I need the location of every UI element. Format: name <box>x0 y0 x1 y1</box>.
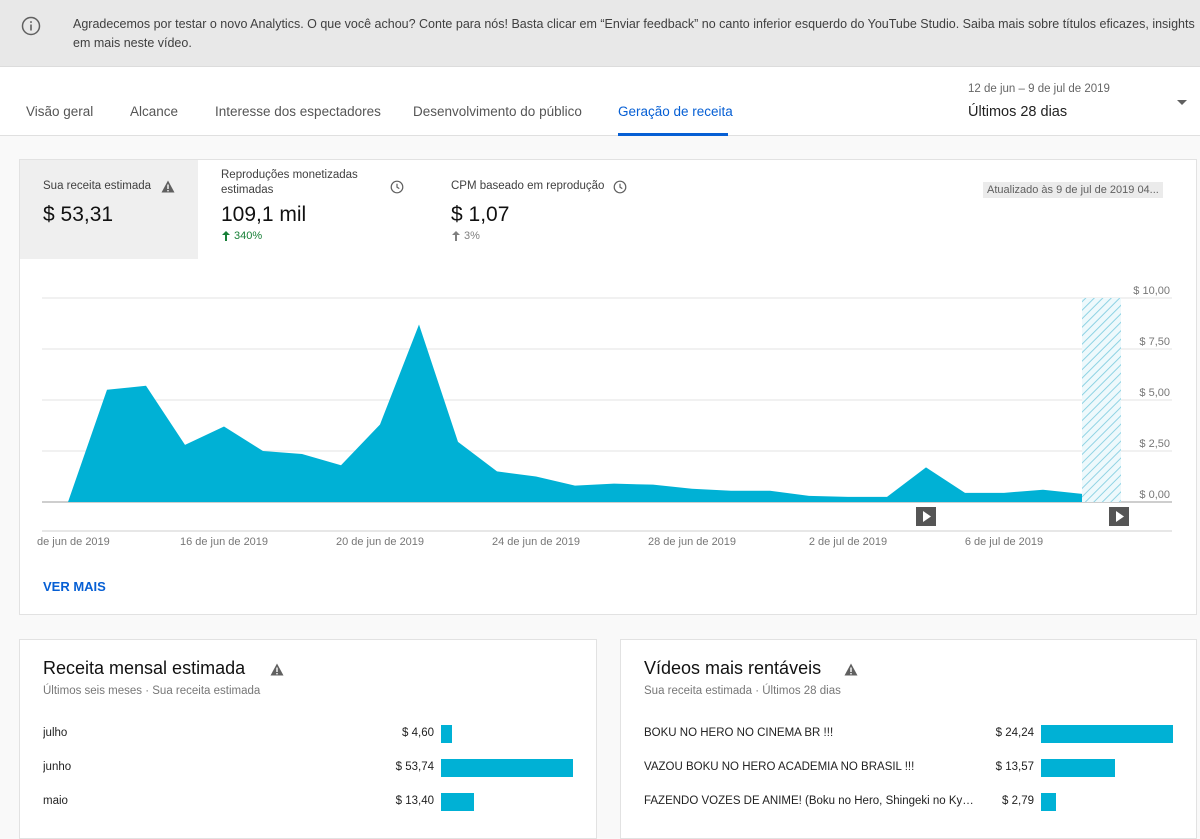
clock-icon <box>390 180 404 194</box>
metric-label: Sua receita estimada <box>43 180 152 192</box>
row-bar <box>441 725 453 743</box>
analytics-header: Visão geral Alcance Interesse dos espect… <box>0 67 1200 136</box>
monthly-revenue-card: Receita mensal estimada Últimos seis mes… <box>19 639 597 839</box>
row-value: $ 2,79 <box>1002 795 1034 807</box>
card-subtitle: Últimos seis meses · Sua receita estimad… <box>43 685 261 697</box>
metric-playback-cpm[interactable]: CPM baseado em reprodução $ 1,07 3% <box>428 160 678 259</box>
metric-delta: 340% <box>234 230 263 242</box>
tab-audience[interactable]: Desenvolvimento do público <box>413 104 582 119</box>
x-tick-label: 28 de jun de 2019 <box>648 536 736 548</box>
row-value: $ 24,24 <box>995 727 1034 739</box>
x-tick-label: de jun de 2019 <box>37 536 110 548</box>
tab-revenue[interactable]: Geração de receita <box>618 104 733 119</box>
info-icon <box>21 16 41 36</box>
top-videos-card: Vídeos mais rentáveis Sua receita estima… <box>620 639 1197 839</box>
row-label: julho <box>43 727 68 739</box>
row-label[interactable]: FAZENDO VOZES DE ANIME! (Boku no Hero, S… <box>644 795 979 807</box>
clock-icon <box>613 180 627 194</box>
metric-value: $ 53,31 <box>43 203 114 226</box>
row-value: $ 4,60 <box>402 727 434 739</box>
x-tick-label: 2 de jul de 2019 <box>809 536 887 548</box>
row-value: $ 53,74 <box>395 761 434 773</box>
revenue-overview-card: Sua receita estimada $ 53,31 Reproduções… <box>19 159 1197 615</box>
card-subtitle: Sua receita estimada · Últimos 28 dias <box>644 685 841 697</box>
tab-engagement[interactable]: Interesse dos espectadores <box>215 104 381 119</box>
metric-value: 109,1 mil <box>221 203 307 226</box>
x-tick-label: 6 de jul de 2019 <box>965 536 1043 548</box>
play-icon <box>1116 511 1124 522</box>
row-label[interactable]: VAZOU BOKU NO HERO ACADEMIA NO BRASIL !!… <box>644 761 915 773</box>
date-period: Últimos 28 dias <box>968 104 1068 120</box>
card-title: Vídeos mais rentáveis <box>644 658 822 678</box>
date-range: 12 de jun – 9 de jul de 2019 <box>968 83 1110 95</box>
tab-overview[interactable]: Visão geral <box>26 104 94 119</box>
warning-icon <box>844 663 858 676</box>
arrow-up-icon <box>452 231 460 241</box>
metric-estimated-revenue[interactable]: Sua receita estimada $ 53,31 <box>20 160 198 259</box>
active-tab-indicator <box>618 133 728 136</box>
row-bar <box>441 793 474 811</box>
revenue-area-chart: $ 10,00 $ 7,50 $ 5,00 $ 2,50 $ 0,00 de jun de… <box>37 285 1172 548</box>
y-tick-label: $ 0,00 <box>1139 489 1170 501</box>
banner-text: Agradecemos por testar o novo Analytics.… <box>73 17 1195 50</box>
row-value: $ 13,40 <box>395 795 434 807</box>
row-bar <box>441 759 573 777</box>
row-label: junho <box>43 761 72 773</box>
y-tick-label: $ 2,50 <box>1139 438 1170 450</box>
metric-value: $ 1,07 <box>451 203 510 226</box>
warning-icon <box>161 180 175 193</box>
updated-timestamp: Atualizado às 9 de jul de 2019 04... <box>983 182 1163 198</box>
row-value: $ 13,57 <box>995 761 1034 773</box>
y-tick-label: $ 5,00 <box>1139 387 1170 399</box>
x-tick-label: 20 de jun de 2019 <box>336 536 424 548</box>
metric-monetized-playbacks[interactable]: Reproduções monetizadas estimadas 109,1 … <box>198 160 428 259</box>
row-bar <box>1041 759 1115 777</box>
x-tick-label: 16 de jun de 2019 <box>180 536 268 548</box>
warning-icon <box>270 663 284 676</box>
row-bar <box>1041 793 1057 811</box>
tab-reach[interactable]: Alcance <box>130 104 179 119</box>
card-title: Receita mensal estimada <box>43 658 246 678</box>
partial-day-hatch <box>1082 298 1121 502</box>
row-bar <box>1041 725 1173 743</box>
see-more-link[interactable]: VER MAIS <box>43 579 106 594</box>
row-label[interactable]: BOKU NO HERO NO CINEMA BR !!! <box>644 727 834 739</box>
arrow-up-icon <box>222 231 230 241</box>
y-tick-label: $ 10,00 <box>1133 285 1170 297</box>
metric-label: CPM baseado em reprodução <box>451 180 605 192</box>
metric-label: Reproduções monetizadas estimadas <box>221 169 358 196</box>
caret-down-icon[interactable] <box>1176 99 1188 107</box>
metric-delta: 3% <box>464 230 480 242</box>
y-tick-label: $ 7,50 <box>1139 336 1170 348</box>
x-tick-label: 24 de jun de 2019 <box>492 536 580 548</box>
revenue-series-area <box>68 324 1082 502</box>
feedback-banner: Agradecemos por testar o novo Analytics.… <box>0 0 1200 67</box>
row-label: maio <box>43 795 68 807</box>
play-icon <box>923 511 931 522</box>
